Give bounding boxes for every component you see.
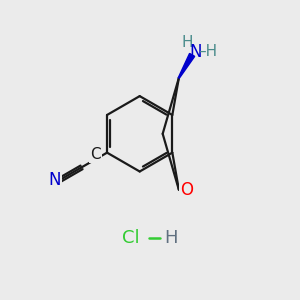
Text: Cl: Cl bbox=[122, 229, 140, 247]
Text: N: N bbox=[189, 43, 202, 61]
Text: C: C bbox=[91, 147, 101, 162]
Polygon shape bbox=[178, 53, 195, 78]
Text: H: H bbox=[164, 229, 177, 247]
Text: –H: –H bbox=[198, 44, 217, 59]
Text: O: O bbox=[180, 181, 193, 199]
Text: H: H bbox=[182, 35, 194, 50]
Text: N: N bbox=[48, 171, 61, 189]
